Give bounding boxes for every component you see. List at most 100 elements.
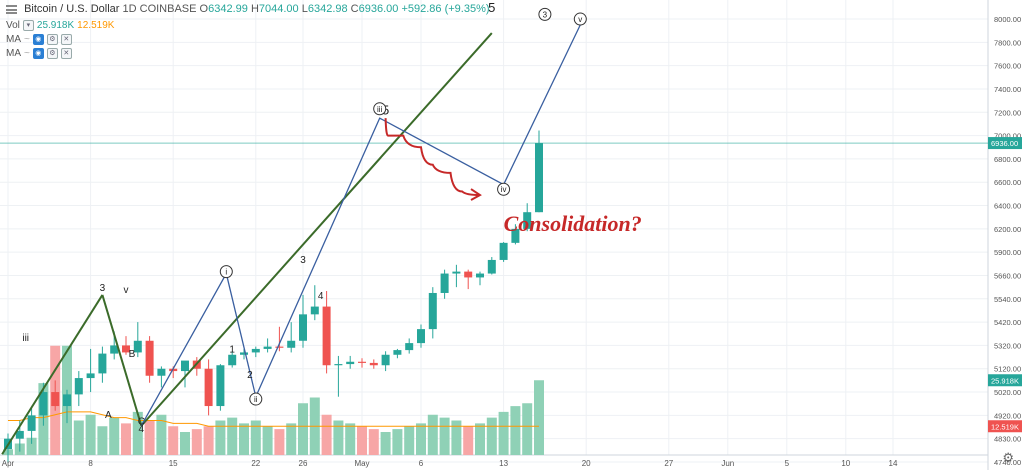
candle-body: [145, 340, 154, 376]
trend-line: [140, 32, 493, 427]
price-tick-label: 5320.00: [994, 341, 1021, 350]
time-tick-label: 22: [251, 459, 260, 468]
candle: [381, 351, 390, 372]
time-tick-label: 15: [169, 459, 178, 468]
candle: [98, 346, 107, 383]
close-icon[interactable]: ✕: [60, 48, 72, 59]
chevron-down-icon[interactable]: ▾: [22, 20, 34, 31]
candle: [216, 364, 225, 411]
grid-lines: [0, 0, 988, 463]
eye-icon[interactable]: ◉: [32, 48, 44, 59]
volume-bar: [427, 414, 438, 455]
price-tick-label: 7800.00: [994, 38, 1021, 47]
time-tick-label: 10: [841, 459, 850, 468]
candle: [535, 130, 543, 213]
candle: [74, 371, 83, 407]
candle-body: [417, 329, 425, 344]
candle-body: [251, 348, 260, 353]
settings-icon[interactable]: ⚙: [46, 48, 58, 59]
candle-body: [110, 345, 119, 354]
ma-label-1[interactable]: MA: [6, 34, 21, 45]
candle: [133, 322, 142, 358]
candle-body: [15, 430, 24, 439]
time-tick-label: May: [354, 459, 369, 468]
candle: [263, 338, 272, 353]
candle-body: [452, 271, 461, 274]
wave-icon: ~: [24, 48, 30, 59]
candle: [157, 366, 166, 388]
volume-bar: [274, 429, 285, 455]
volume-bar: [262, 426, 273, 455]
candle: [476, 271, 484, 286]
candle: [405, 338, 414, 354]
volume-bar: [97, 426, 108, 455]
volume-bar: [132, 411, 143, 455]
price-tick-label: 5020.00: [994, 388, 1021, 397]
wave-label: 3: [100, 283, 106, 294]
volume-bar: [203, 426, 214, 455]
volume-bar: [85, 414, 96, 455]
time-tick-label: 20: [582, 459, 591, 468]
candle-body: [464, 271, 473, 278]
candle-body: [204, 368, 213, 407]
candle-body: [476, 273, 484, 278]
wave-circle: [497, 182, 511, 196]
wave-label: C: [138, 416, 145, 427]
time-tick-label: 6: [419, 459, 424, 468]
candle-body: [39, 392, 48, 416]
volume-bar: [534, 380, 544, 455]
volume-bar: [522, 403, 533, 455]
volume-bar: [250, 420, 261, 455]
settings-icon[interactable]: ⚙: [46, 34, 58, 45]
change-value: +592.86 (+9.35%): [401, 3, 490, 15]
red-projection-path: [384, 118, 481, 197]
close-value: 6936.00: [358, 3, 399, 15]
candle-body: [157, 368, 166, 376]
high-value: 7044.00: [258, 3, 299, 15]
volume-bar: [26, 437, 37, 455]
candle-body: [98, 353, 107, 374]
exchange-label: COINBASE: [139, 3, 197, 15]
circled-wave-label: iv: [497, 182, 511, 196]
candle-body: [122, 345, 130, 353]
volume-bar: [404, 426, 415, 455]
circled-wave-label: ii: [249, 392, 263, 406]
candle-body: [86, 373, 95, 379]
menu-icon[interactable]: [6, 4, 17, 14]
time-tick-label: 13: [499, 459, 508, 468]
price-tick-label: 6600.00: [994, 178, 1021, 187]
time-tick-label: 8: [88, 459, 93, 468]
volume-bar: [345, 423, 356, 455]
volume-label[interactable]: Vol: [6, 20, 20, 31]
wave-icon: ~: [24, 34, 30, 45]
candle-body: [287, 340, 296, 348]
ma-label-2[interactable]: MA: [6, 48, 21, 59]
volume-tag: 25.918K: [988, 374, 1022, 387]
volume-bar: [368, 429, 379, 455]
eye-icon[interactable]: ◉: [32, 34, 44, 45]
candle-body: [51, 392, 60, 407]
candle-body: [133, 340, 142, 353]
time-tick-label: Jun: [721, 459, 734, 468]
candle: [511, 224, 520, 245]
time-tick-label: 14: [889, 459, 898, 468]
candle: [204, 359, 213, 416]
wave-label: v: [578, 15, 582, 24]
symbol-name[interactable]: Bitcoin / U.S. Dollar: [24, 3, 120, 15]
volume-bar: [510, 406, 521, 455]
candle: [464, 269, 473, 290]
volume-tag-label: 12.519K: [991, 422, 1019, 431]
volume-bar: [475, 423, 485, 455]
candle: [322, 291, 331, 374]
close-label: C: [350, 3, 359, 15]
price-axis: 8000.00 7800.00 7600.00 7400.00 7200.00 7000.…: [994, 15, 1021, 467]
volume-tag: 12.519K: [988, 420, 1022, 433]
gear-icon[interactable]: ⚙: [1002, 450, 1014, 465]
wave-circle: [249, 392, 263, 406]
wave-label: iii: [377, 105, 383, 114]
interval-label[interactable]: 1D: [122, 3, 137, 15]
last-price-tag-bg: [988, 137, 1022, 150]
close-icon[interactable]: ✕: [60, 34, 72, 45]
candle-body: [523, 212, 532, 229]
